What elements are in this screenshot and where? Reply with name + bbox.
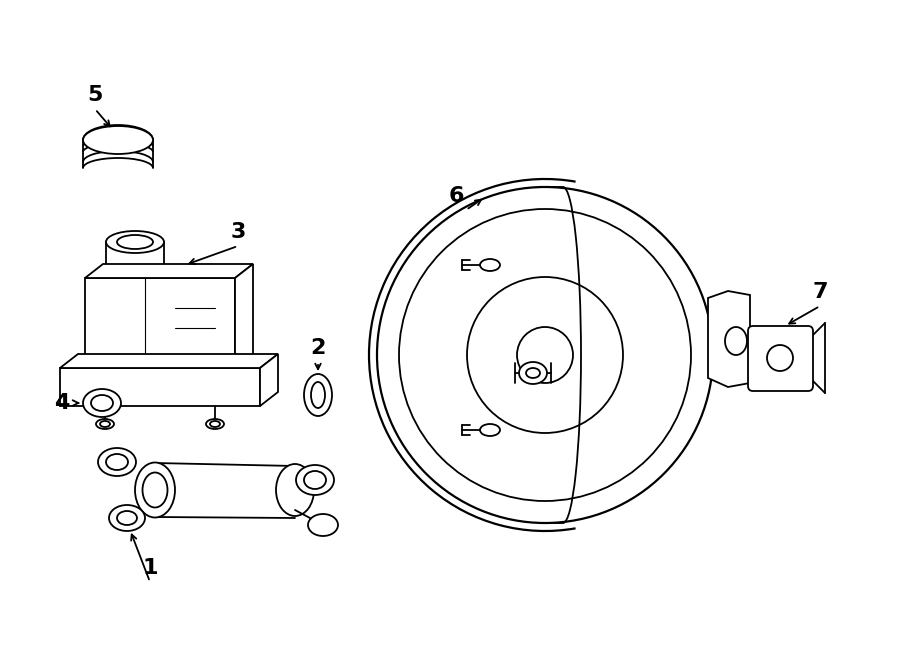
FancyBboxPatch shape [748,326,813,391]
Polygon shape [85,264,253,278]
Text: 3: 3 [230,222,246,242]
Ellipse shape [526,368,540,378]
Ellipse shape [304,471,326,489]
Text: 6: 6 [448,186,464,206]
Ellipse shape [311,382,325,408]
Text: 4: 4 [54,393,69,413]
Ellipse shape [106,231,164,253]
FancyBboxPatch shape [85,278,235,368]
Ellipse shape [96,419,114,429]
Ellipse shape [117,511,137,525]
Ellipse shape [480,259,500,271]
Ellipse shape [276,464,314,516]
Ellipse shape [142,473,167,508]
Polygon shape [60,354,278,368]
Ellipse shape [519,362,547,384]
Ellipse shape [83,126,153,154]
Ellipse shape [83,389,121,417]
Circle shape [377,187,713,523]
Ellipse shape [98,448,136,476]
Ellipse shape [135,463,175,518]
Ellipse shape [210,421,220,427]
Ellipse shape [308,514,338,536]
Circle shape [517,327,573,383]
Ellipse shape [296,465,334,495]
FancyBboxPatch shape [60,368,260,406]
Ellipse shape [304,374,332,416]
Polygon shape [708,291,750,387]
Text: 7: 7 [812,282,828,302]
Ellipse shape [91,395,113,411]
Ellipse shape [767,345,793,371]
Ellipse shape [109,505,145,531]
Polygon shape [260,354,278,406]
Text: 5: 5 [87,85,103,105]
Ellipse shape [206,419,224,429]
Text: 2: 2 [310,338,326,358]
Ellipse shape [117,235,153,249]
Ellipse shape [725,327,747,355]
Text: 1: 1 [142,558,157,578]
Ellipse shape [100,421,110,427]
Circle shape [467,277,623,433]
Circle shape [399,209,691,501]
Polygon shape [235,264,253,368]
Ellipse shape [106,454,128,470]
Ellipse shape [480,424,500,436]
